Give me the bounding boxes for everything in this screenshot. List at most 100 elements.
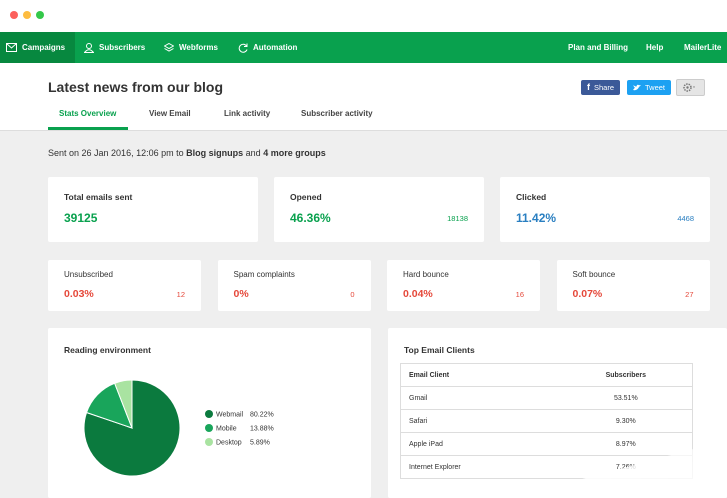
reading-card: Reading environment Webmail 80.22% Mobile 1… — [48, 328, 371, 498]
tab[interactable]: View Email — [149, 109, 191, 118]
stat-count: 4468 — [677, 214, 694, 223]
sent-text: and — [245, 148, 261, 158]
gear-icon — [683, 83, 695, 92]
table-cell: 53.51% — [559, 386, 693, 410]
problem-card: Spam complaints 0% 0 — [217, 260, 371, 311]
button-label: Share — [594, 83, 615, 92]
sent-groups: 4 more groups — [263, 148, 326, 158]
problem-card: Unsubscribed 0.03% 12 — [48, 260, 201, 311]
problem-value: 0.07% — [572, 288, 603, 300]
mail-icon — [6, 43, 17, 52]
legend-swatch — [205, 424, 213, 432]
table-row: Internet Explorer 7.26% — [400, 455, 693, 479]
minimize-dot[interactable] — [23, 11, 31, 19]
problem-card: Hard bounce 0.04% 16 — [387, 260, 540, 311]
problem-label: Unsubscribed — [64, 270, 113, 279]
nav-item[interactable]: Subscribers — [84, 32, 145, 63]
legend-label: Webmail — [216, 412, 244, 419]
problem-label: Soft bounce — [572, 270, 616, 279]
nav-item[interactable]: MailerLite — [684, 32, 721, 63]
close-dot[interactable] — [10, 11, 18, 19]
legend-value: 5.89% — [250, 440, 270, 447]
table-header: Email Client Subscribers — [400, 363, 693, 387]
card-title: Top Email Clients — [404, 345, 475, 355]
problem-count: 12 — [176, 290, 185, 299]
table-cell: Safari — [400, 409, 560, 433]
settings-button[interactable] — [676, 79, 705, 96]
facebook-icon: f — [587, 82, 590, 92]
share-button[interactable]: f Share — [581, 80, 621, 95]
column-header: Subscribers — [559, 363, 693, 387]
nav-item[interactable]: Help — [646, 32, 663, 63]
layers-icon — [164, 42, 174, 52]
nav-label: MailerLite — [684, 43, 722, 52]
table-cell: 8.97% — [559, 432, 693, 456]
stat-value: 46.36% — [290, 211, 331, 225]
card-title: Reading environment — [64, 345, 151, 355]
tab[interactable]: Link activity — [224, 109, 271, 118]
problem-value: 0% — [233, 288, 249, 300]
nav-item[interactable]: Automation — [238, 32, 297, 63]
stat-value: 11.42% — [516, 211, 557, 225]
zoom-dot[interactable] — [36, 11, 44, 19]
nav-label: Automation — [253, 43, 298, 52]
nav-item[interactable]: Campaigns — [0, 32, 76, 63]
nav-bar: Campaigns Subscribers Webforms Automatio… — [0, 32, 727, 63]
table-cell: Gmail — [400, 386, 560, 410]
table-cell: 9.30% — [559, 409, 693, 433]
table-row: Apple iPad 8.97% — [400, 432, 693, 456]
tab[interactable]: Stats Overview — [59, 109, 117, 118]
problem-count: 16 — [515, 290, 524, 299]
pie-slice — [113, 379, 133, 429]
stat-count: 18138 — [447, 214, 468, 223]
stat-card: Clicked 11.42% 4468 — [500, 177, 710, 242]
nav-item[interactable]: Webforms — [164, 32, 218, 63]
stat-label: Total emails sent — [64, 192, 133, 202]
sent-list: Blog signups — [186, 148, 244, 158]
twitter-icon — [633, 84, 641, 91]
problem-count: 0 — [350, 290, 355, 299]
nav-label: Help — [646, 43, 664, 52]
nav-item[interactable]: Plan and Billing — [568, 32, 628, 63]
sent-info: Sent on 26 Jan 2016, 12:06 pm to Blog si… — [48, 148, 326, 158]
stat-value: 39125 — [64, 211, 98, 225]
legend-label: Mobile — [216, 426, 237, 433]
column-header: Email Client — [400, 363, 560, 387]
tweet-button[interactable]: Tweet — [627, 80, 672, 95]
legend-value: 13.88% — [250, 426, 274, 433]
page-title: Latest news from our blog — [48, 79, 224, 95]
problem-card: Soft bounce 0.07% 27 — [556, 260, 710, 311]
nav-label: Subscribers — [99, 43, 146, 52]
sent-text: Sent on 26 Jan 2016, 12:06 pm to — [48, 148, 184, 158]
legend-value: 80.22% — [250, 412, 274, 419]
user-icon — [84, 42, 94, 53]
window-chrome — [0, 0, 727, 32]
stat-card: Opened 46.36% 18138 — [274, 177, 484, 242]
legend-label: Desktop — [216, 440, 242, 447]
problem-count: 27 — [685, 290, 694, 299]
nav-label: Campaigns — [22, 43, 66, 52]
stat-label: Clicked — [516, 192, 547, 202]
table-cell: 7.26% — [559, 455, 693, 479]
nav-label: Plan and Billing — [568, 43, 629, 52]
table-row: Gmail 53.51% — [400, 386, 693, 410]
button-label: Tweet — [645, 83, 666, 92]
table-cell: Internet Explorer — [400, 455, 560, 479]
clients-table: Email Client Subscribers Gmail 53.51% Safari… — [400, 363, 693, 479]
refresh-icon — [238, 43, 248, 53]
problem-label: Spam complaints — [233, 270, 295, 279]
table-cell: Apple iPad — [400, 432, 560, 456]
table-row: Safari 9.30% — [400, 409, 693, 433]
legend-swatch — [205, 410, 213, 418]
stat-card: Total emails sent 39125 — [48, 177, 258, 242]
legend-swatch — [205, 438, 213, 446]
clients-card: Top Email Clients Email Client Subscriber… — [388, 328, 727, 498]
active-tab-underline — [48, 127, 128, 130]
problem-value: 0.03% — [64, 288, 94, 300]
problem-value: 0.04% — [403, 288, 433, 300]
pie-chart: Webmail 80.22% Mobile 13.88% Desktop 5.89% — [83, 379, 274, 477]
nav-label: Webforms — [179, 43, 218, 52]
stat-label: Opened — [290, 192, 322, 202]
tab[interactable]: Subscriber activity — [301, 109, 373, 118]
